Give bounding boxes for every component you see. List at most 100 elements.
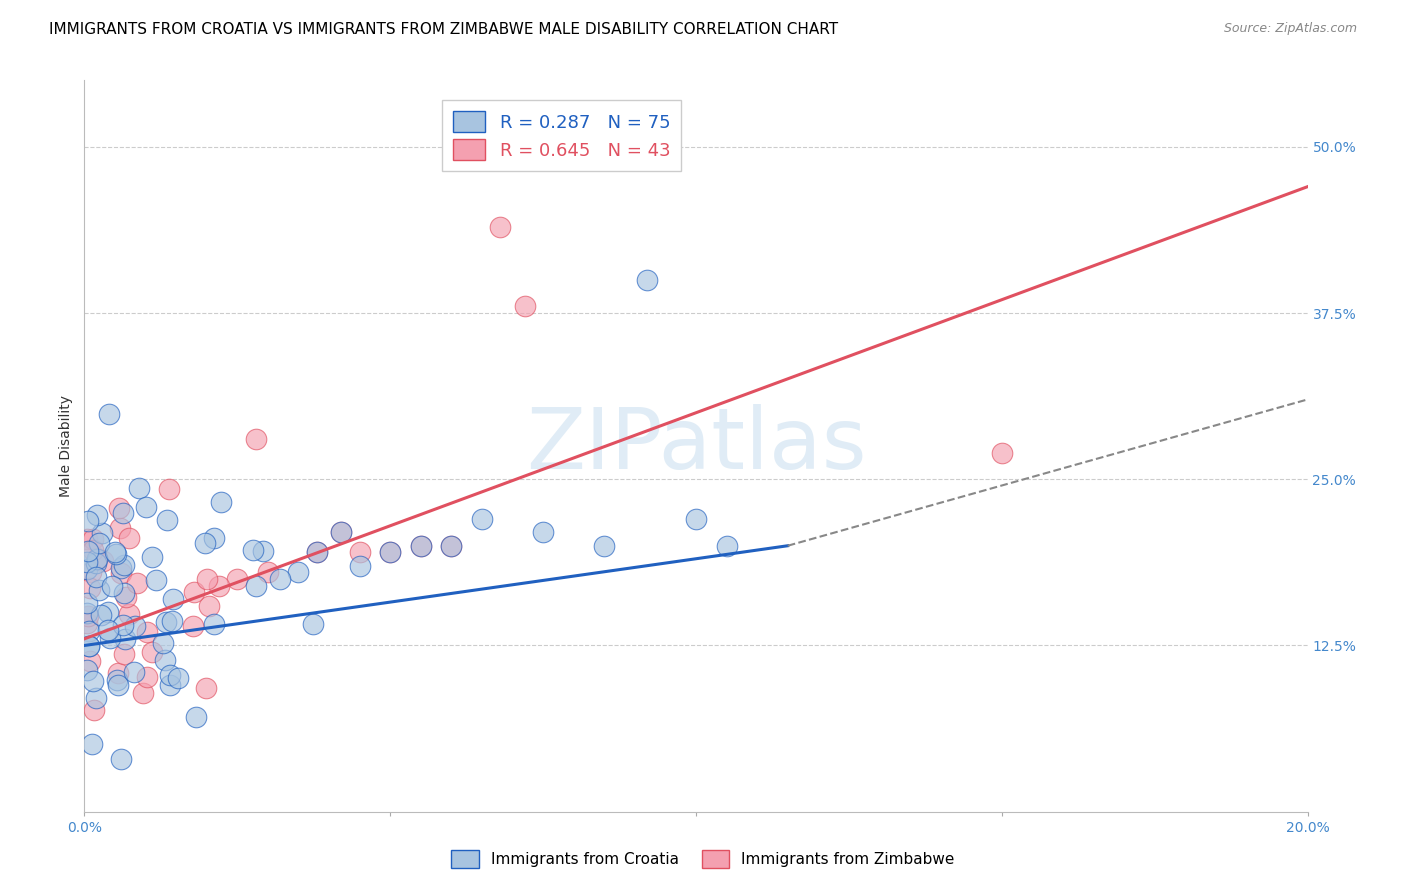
Point [76, 597, 98, 611]
Point [84, 690, 107, 705]
Point [112, 618, 135, 632]
Point [440, 539, 463, 553]
Point [84, 570, 107, 584]
Point [380, 545, 402, 559]
Point [82, 673, 104, 688]
Point [110, 751, 132, 765]
Point [349, 558, 371, 573]
Point [112, 648, 135, 662]
Point [195, 572, 218, 586]
Legend: Immigrants from Croatia, Immigrants from Zimbabwe: Immigrants from Croatia, Immigrants from… [446, 844, 960, 873]
Point [79, 654, 101, 668]
Point [96, 606, 118, 620]
Point [125, 576, 148, 591]
Point [349, 545, 371, 559]
Point [105, 673, 128, 688]
Point [155, 615, 177, 630]
Point [90, 526, 112, 541]
Point [79, 581, 101, 595]
Point [91, 554, 114, 568]
Point [471, 512, 494, 526]
Point [186, 710, 208, 724]
Point [136, 670, 159, 684]
Point [226, 572, 249, 586]
Point [245, 433, 267, 447]
Point [112, 586, 135, 600]
Point [409, 539, 432, 553]
Point [77, 624, 100, 638]
Point [197, 599, 219, 613]
Point [209, 495, 232, 509]
Point [159, 667, 181, 681]
Point [194, 681, 217, 696]
Point [76, 562, 98, 576]
Point [76, 532, 98, 546]
Point [245, 579, 267, 593]
Point [153, 653, 176, 667]
Point [330, 525, 353, 540]
Point [257, 566, 280, 580]
Point [330, 525, 353, 540]
Point [87, 536, 110, 550]
Point [141, 645, 163, 659]
Point [118, 531, 141, 545]
Point [77, 514, 100, 528]
Point [118, 607, 141, 622]
Point [636, 273, 658, 287]
Point [112, 558, 135, 572]
Point [162, 592, 184, 607]
Point [108, 521, 131, 535]
Point [202, 532, 225, 546]
Point [105, 547, 128, 561]
Point [287, 566, 309, 580]
Point [302, 617, 325, 632]
Point [77, 544, 100, 558]
Point [83, 703, 105, 717]
Point [110, 566, 132, 580]
Point [84, 556, 107, 570]
Point [107, 678, 129, 692]
Point [135, 500, 157, 514]
Point [162, 614, 184, 628]
Point [89, 583, 111, 598]
Point [991, 445, 1014, 459]
Point [124, 619, 146, 633]
Point [531, 525, 554, 540]
Point [513, 299, 536, 313]
Point [136, 625, 159, 640]
Point [685, 512, 707, 526]
Point [409, 539, 432, 553]
Point [242, 543, 264, 558]
Point [159, 678, 181, 692]
Point [305, 545, 328, 559]
Point [183, 585, 205, 599]
Point [76, 615, 98, 630]
Point [107, 666, 129, 681]
Point [114, 632, 136, 646]
Point [86, 551, 108, 566]
Point [489, 219, 512, 234]
Point [82, 533, 104, 547]
Point [80, 738, 103, 752]
Text: IMMIGRANTS FROM CROATIA VS IMMIGRANTS FROM ZIMBABWE MALE DISABILITY CORRELATION : IMMIGRANTS FROM CROATIA VS IMMIGRANTS FR… [49, 22, 838, 37]
Point [82, 542, 104, 557]
Point [79, 639, 101, 653]
Point [110, 561, 132, 575]
Point [104, 544, 127, 558]
Text: Source: ZipAtlas.com: Source: ZipAtlas.com [1223, 22, 1357, 36]
Point [152, 636, 174, 650]
Point [166, 671, 188, 685]
Point [76, 609, 98, 624]
Point [141, 549, 163, 564]
Point [111, 506, 134, 520]
Y-axis label: Male Disability: Male Disability [59, 395, 73, 497]
Point [380, 545, 402, 559]
Point [194, 536, 217, 550]
Point [128, 481, 150, 495]
Point [131, 686, 153, 700]
Point [77, 639, 100, 653]
Point [86, 551, 108, 566]
Point [145, 574, 167, 588]
Point [440, 539, 463, 553]
Text: ZIPatlas: ZIPatlas [526, 404, 866, 488]
